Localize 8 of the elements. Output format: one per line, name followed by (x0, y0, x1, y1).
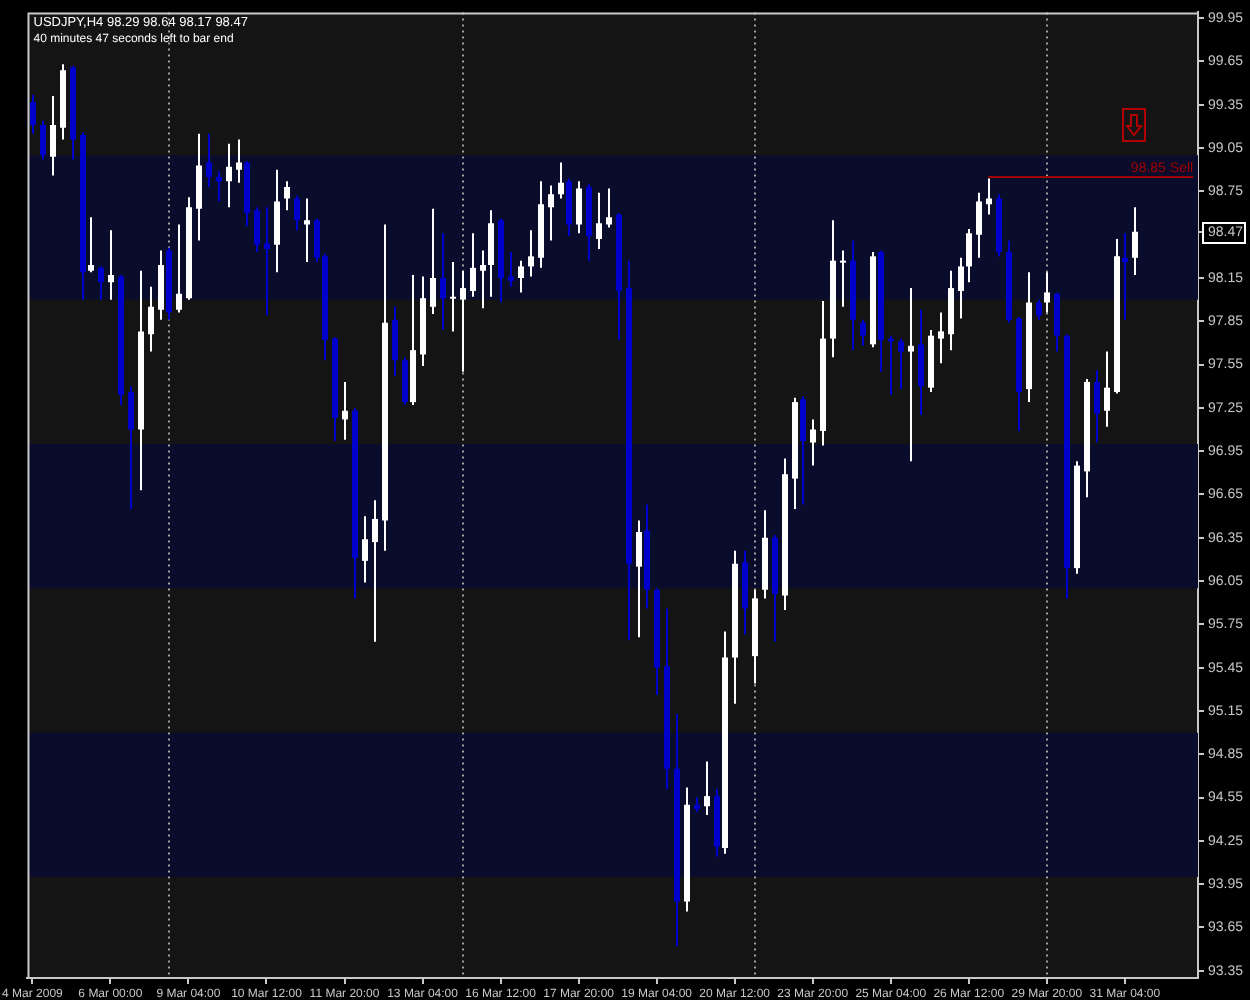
candlestick (264, 207, 270, 316)
candlestick (840, 250, 846, 307)
candlestick (108, 230, 114, 300)
candlestick (304, 198, 310, 263)
candlestick (908, 288, 914, 462)
candlestick (450, 262, 456, 332)
candlestick (1122, 233, 1128, 320)
candlestick (508, 252, 514, 287)
